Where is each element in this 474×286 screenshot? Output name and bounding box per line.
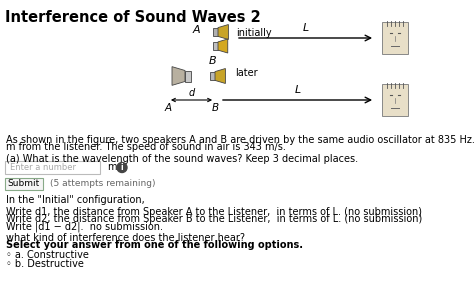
FancyBboxPatch shape	[5, 161, 100, 174]
Text: d: d	[188, 88, 195, 98]
Text: A: A	[164, 103, 172, 113]
Text: (5 attempts remaining): (5 attempts remaining)	[50, 180, 155, 188]
FancyBboxPatch shape	[5, 178, 43, 190]
Text: Interference of Sound Waves 2: Interference of Sound Waves 2	[5, 10, 261, 25]
Text: initially: initially	[236, 28, 272, 38]
Text: Submit: Submit	[8, 180, 40, 188]
FancyBboxPatch shape	[213, 28, 218, 36]
Text: Write d1, the distance from Speaker A to the Listener,  in terms of L. (no submi: Write d1, the distance from Speaker A to…	[6, 207, 422, 217]
Text: L: L	[294, 85, 301, 95]
Polygon shape	[218, 25, 228, 39]
FancyBboxPatch shape	[382, 84, 408, 116]
Circle shape	[117, 162, 127, 172]
Polygon shape	[172, 67, 185, 85]
FancyBboxPatch shape	[213, 42, 218, 50]
Text: (a) What is the wavelength of the sound waves? Keep 3 decimal places.: (a) What is the wavelength of the sound …	[6, 154, 358, 164]
FancyBboxPatch shape	[210, 72, 215, 80]
Text: Enter a number: Enter a number	[10, 163, 76, 172]
Text: Select your answer from one of the following options.: Select your answer from one of the follo…	[6, 240, 303, 250]
Polygon shape	[218, 39, 228, 53]
Text: B: B	[209, 56, 217, 66]
Text: Write |d1 − d2|.  no submission.: Write |d1 − d2|. no submission.	[6, 221, 163, 231]
Text: m from the listener. The speed of sound in air is 343 m/s.: m from the listener. The speed of sound …	[6, 142, 286, 152]
Text: L: L	[302, 23, 309, 33]
Text: i: i	[121, 163, 123, 172]
Text: B: B	[211, 103, 219, 113]
Text: later: later	[235, 68, 258, 78]
Polygon shape	[215, 69, 226, 84]
Text: ◦ b. Destructive: ◦ b. Destructive	[6, 259, 84, 269]
Text: ◦ a. Constructive: ◦ a. Constructive	[6, 250, 89, 260]
Text: Write d2, the distance from Speaker B to the Listener,  in terms of L. (no submi: Write d2, the distance from Speaker B to…	[6, 214, 422, 224]
FancyBboxPatch shape	[185, 71, 191, 82]
Text: m: m	[107, 162, 117, 172]
Text: In the "Initial" configuration,: In the "Initial" configuration,	[6, 195, 145, 205]
Text: A: A	[192, 25, 200, 35]
FancyBboxPatch shape	[382, 22, 408, 54]
Text: As shown in the figure, two speakers A and B are driven by the same audio oscill: As shown in the figure, two speakers A a…	[6, 135, 474, 145]
Text: what kind of interference does the listener hear?: what kind of interference does the liste…	[6, 233, 245, 243]
